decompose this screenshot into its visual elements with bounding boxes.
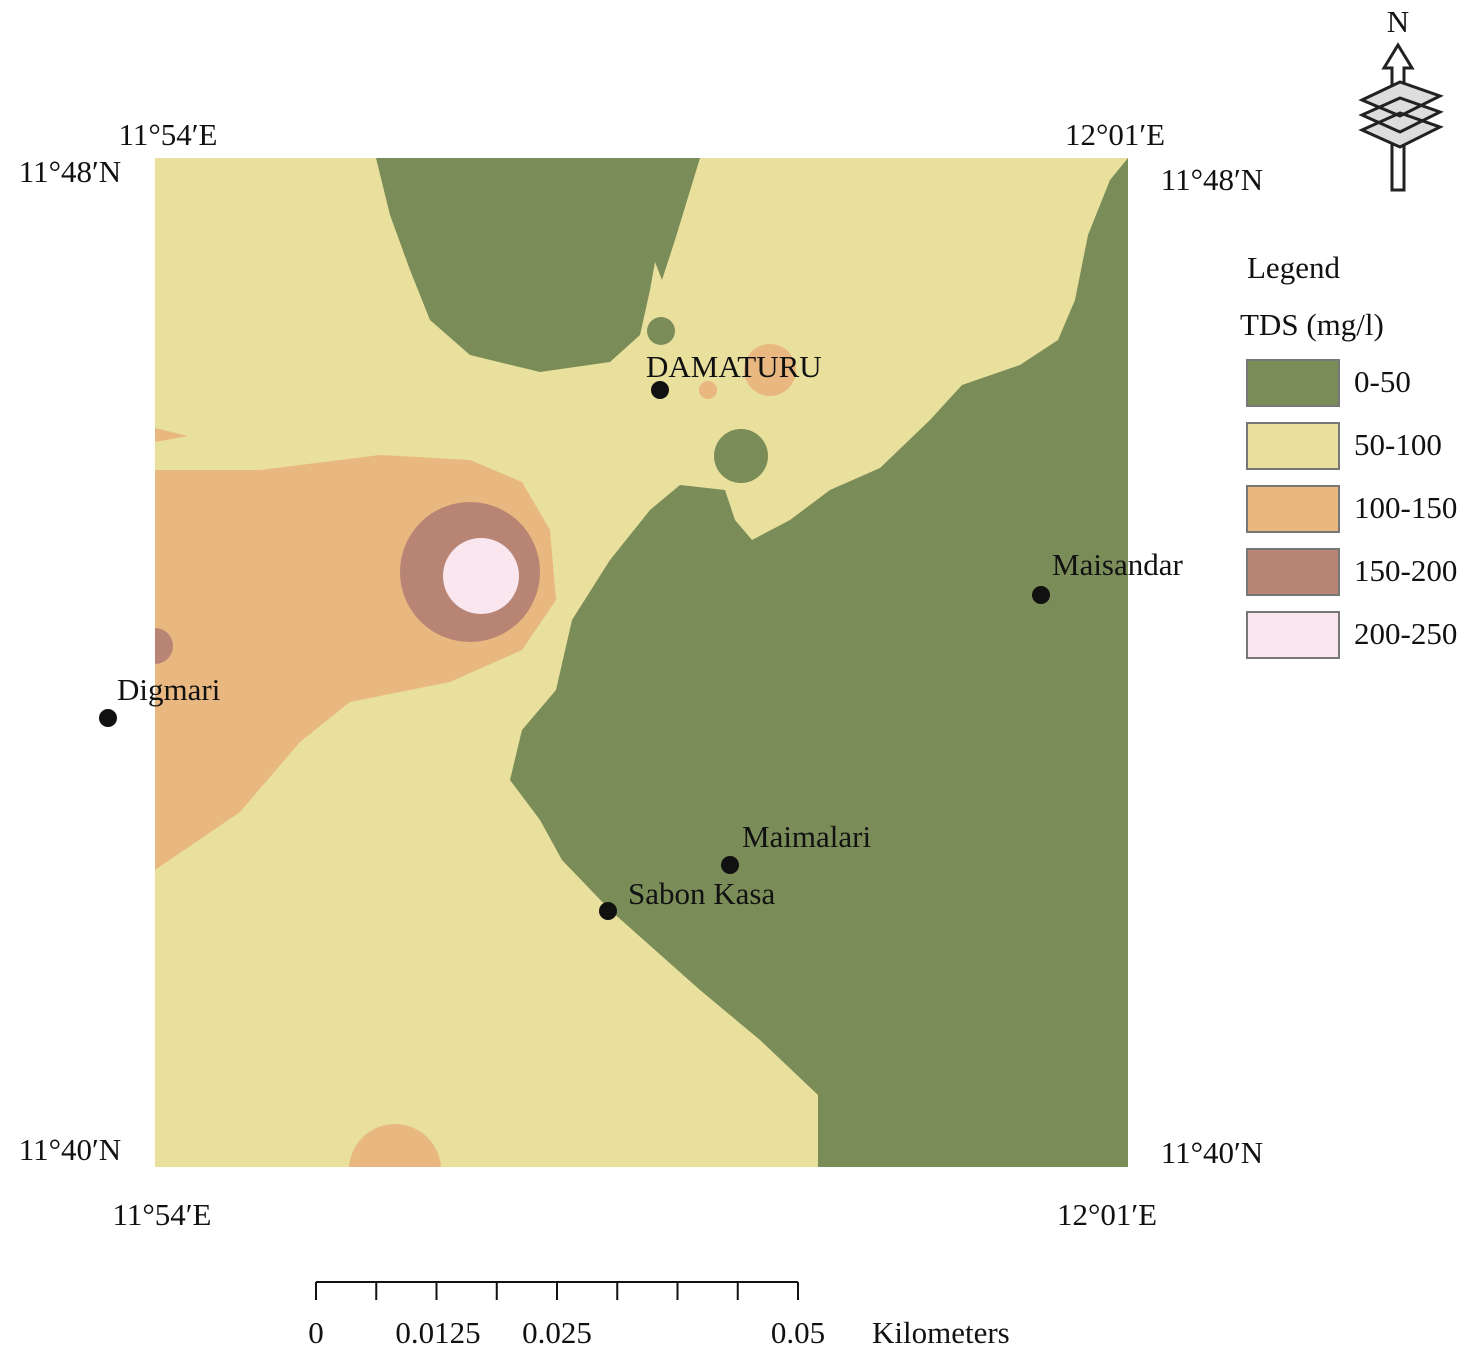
place-dot [651,381,669,399]
legend-swatch [1246,485,1340,533]
place-label: Maimalari [742,819,872,854]
zone [699,381,717,399]
north-arrow: N [1358,4,1444,192]
legend-swatch [1246,422,1340,470]
north-label: N [1387,4,1409,39]
scale-unit: Kilometers [872,1315,1010,1350]
legend-heading: Legend [1247,250,1340,285]
place-dot [99,709,117,727]
place-label: Sabon Kasa [628,876,775,911]
legend-label: 150-200 [1354,553,1457,588]
map-area [155,158,1128,1167]
legend-swatch [1246,359,1340,407]
coord-label: 11°48′N [1161,162,1263,197]
scale-label: 0.05 [771,1315,825,1350]
place-label: Maisandar [1052,547,1184,582]
coord-label: 12°01′E [1065,117,1165,152]
zone [714,429,768,483]
coord-label: 11°54′E [113,1197,212,1232]
legend-label: 100-150 [1354,490,1457,525]
zone [443,538,519,614]
scale-label: 0.0125 [395,1315,480,1350]
zone [647,317,675,345]
scale-label: 0.025 [522,1315,592,1350]
place-label: Digmari [117,672,221,707]
place-dot [599,902,617,920]
scale-bar: 0 0.0125 0.025 0.05 Kilometers [308,1281,1010,1350]
coord-label: 12°01′E [1057,1197,1157,1232]
zone [744,344,796,396]
coord-label: 11°54′E [119,117,218,152]
legend: Legend TDS (mg/l) 0-50 50-100 100-150 150-2… [1240,250,1457,659]
coord-label: 11°48′N [19,154,121,189]
coord-label: 11°40′N [19,1132,121,1167]
zone [155,628,173,664]
places: DAMATURU Maisandar Digmari Maimalari Sab… [99,349,1184,920]
place-dot [1032,586,1050,604]
place-dot [721,856,739,874]
legend-label: 0-50 [1354,364,1411,399]
legend-swatch [1246,611,1340,659]
zone [349,1124,441,1167]
legend-title: TDS (mg/l) [1240,307,1384,342]
zone [376,158,700,372]
coord-label: 11°40′N [1161,1135,1263,1170]
legend-swatch [1246,548,1340,596]
legend-label: 200-250 [1354,616,1457,651]
place-label: DAMATURU [646,349,822,384]
legend-label: 50-100 [1354,427,1442,462]
scale-label: 0 [308,1315,324,1350]
zone [510,158,1128,1167]
